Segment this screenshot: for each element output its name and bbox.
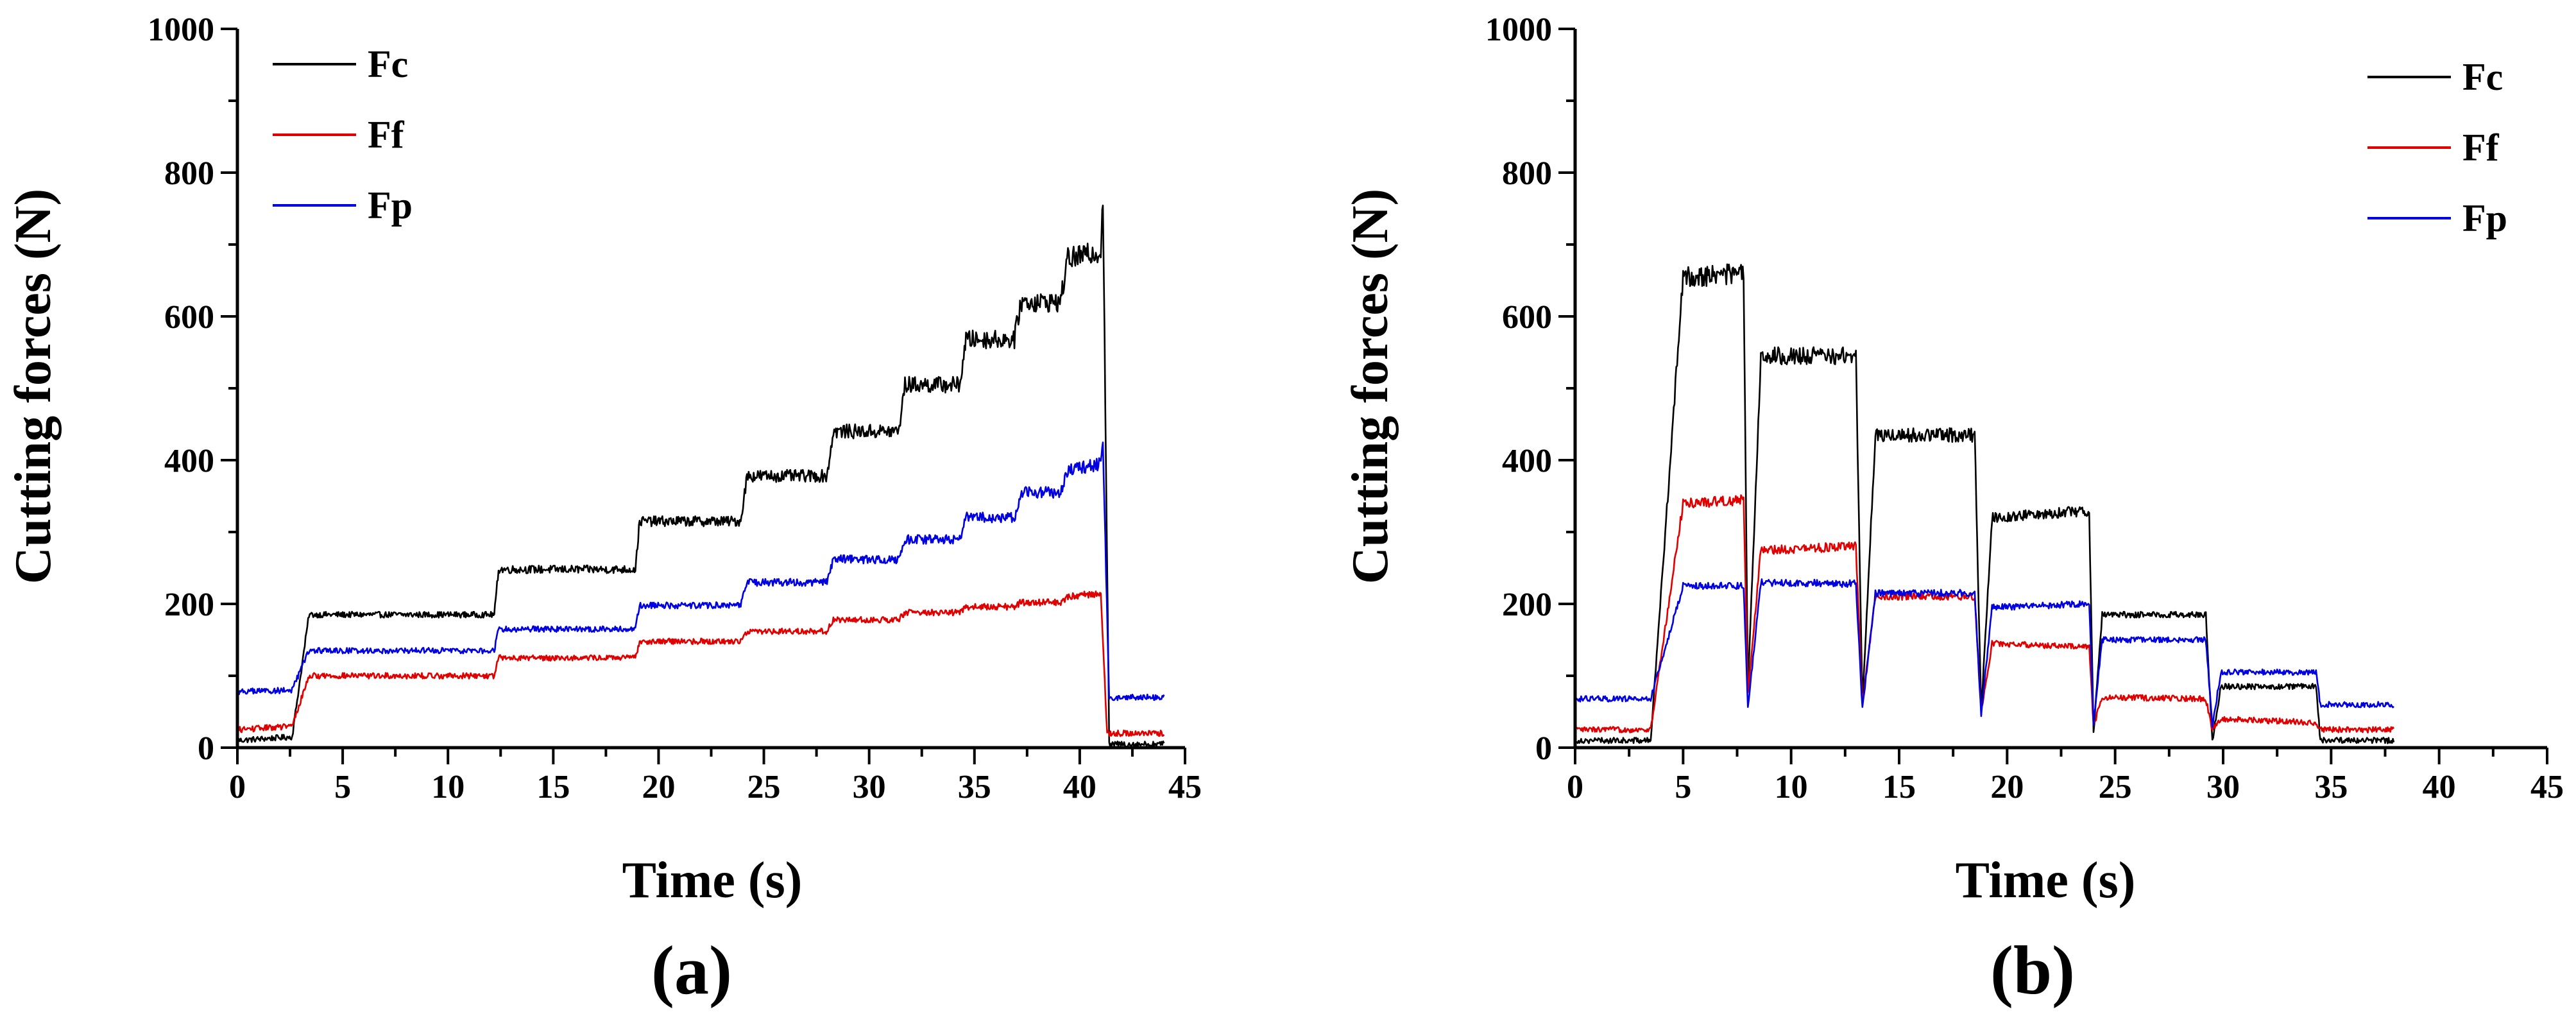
x-tick-label: 10: [1775, 769, 1808, 805]
y-tick-label: 200: [1502, 587, 1552, 623]
legend-label: Fp: [368, 184, 413, 227]
x-tick-label: 40: [2423, 769, 2456, 805]
y-tick-label: 400: [164, 443, 214, 479]
x-tick-label: 10: [431, 769, 465, 805]
y-tick-label: 0: [1535, 730, 1552, 767]
y-tick-label: 600: [164, 299, 214, 336]
series-line-ff: [237, 590, 1165, 737]
y-tick-label: 1000: [148, 12, 214, 48]
y-axis-title: Cutting forces (N): [1342, 189, 1399, 584]
x-tick-label: 25: [2099, 769, 2132, 805]
legend-label: Ff: [2462, 126, 2500, 169]
y-tick-label: 600: [1502, 299, 1552, 336]
x-tick-label: 45: [1168, 769, 1202, 805]
x-tick-label: 15: [536, 769, 570, 805]
x-tick-label: 25: [747, 769, 781, 805]
y-tick-label: 400: [1502, 443, 1552, 479]
y-tick-label: 1000: [1485, 12, 1552, 48]
x-axis-title: Time (s): [622, 852, 803, 909]
plot-area: 0 5 10 15 20 25 30 35 40 45 0 200 400 600 800 1000 Fc Ff F…: [148, 12, 1202, 805]
y-tick-label: 800: [1502, 155, 1552, 192]
y-tick-label: 0: [198, 730, 214, 767]
plot-area: 0 5 10 15 20 25 30 35 40 45 0 200 400 600 800 1000 Fc Ff F…: [1485, 12, 2564, 805]
y-tick-label: 800: [164, 155, 214, 192]
series-line-fp: [236, 442, 1165, 701]
x-tick-label: 15: [1882, 769, 1916, 805]
x-tick-label: 35: [2314, 769, 2348, 805]
legend-label: Fc: [2462, 56, 2503, 98]
legend-label: Fp: [2462, 197, 2507, 239]
chart-panel-b: 0 5 10 15 20 25 30 35 40 45 0 200 400 600 800 1000 Fc Ff F…: [1342, 12, 2564, 1009]
x-tick-label: 5: [1675, 769, 1691, 805]
panel-label: (b): [1990, 932, 2075, 1009]
chart-panel-a: 0 5 10 15 20 25 30 35 40 45 0 200 400 600 800 1000 Fc Ff F…: [5, 12, 1202, 1009]
y-tick-label: 200: [164, 587, 214, 623]
x-tick-label: 0: [229, 769, 246, 805]
x-tick-label: 40: [1063, 769, 1096, 805]
x-tick-label: 30: [2206, 769, 2240, 805]
x-tick-label: 20: [642, 769, 675, 805]
x-tick-label: 30: [853, 769, 886, 805]
x-tick-label: 5: [334, 769, 351, 805]
legend-label: Ff: [368, 114, 405, 156]
x-tick-label: 20: [1990, 769, 2024, 805]
y-axis-title: Cutting forces (N): [5, 189, 62, 584]
series-line-ff: [1574, 494, 2395, 734]
series-line-fp: [1574, 578, 2394, 728]
x-tick-label: 0: [1567, 769, 1583, 805]
x-tick-label: 35: [958, 769, 991, 805]
x-tick-label: 45: [2530, 769, 2564, 805]
legend-label: Fc: [368, 43, 408, 85]
x-axis-title: Time (s): [1956, 852, 2136, 909]
panel-label: (a): [651, 932, 732, 1009]
series-line-fc: [236, 204, 1165, 748]
series-line-fc: [1574, 263, 2395, 744]
